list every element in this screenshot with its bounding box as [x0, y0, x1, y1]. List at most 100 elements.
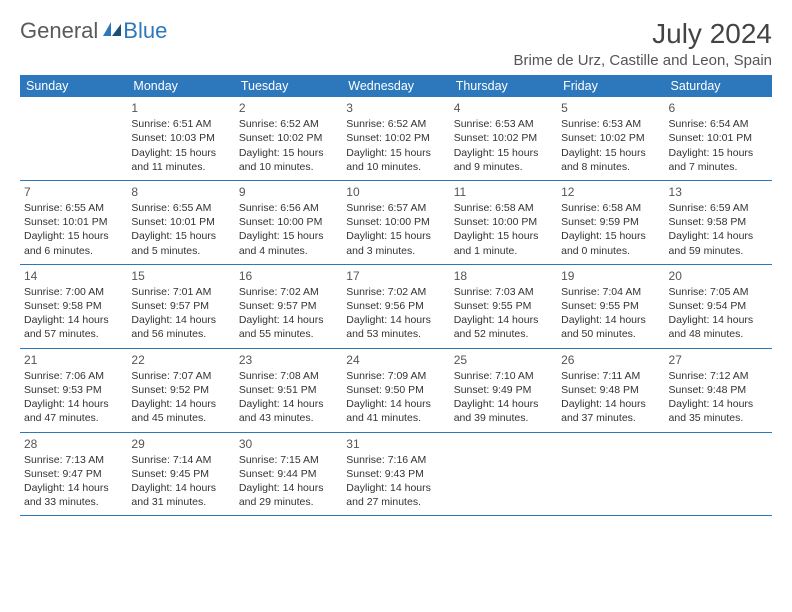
day-number: 27 [669, 352, 768, 368]
daylight-text: Daylight: 14 hours [454, 397, 553, 411]
sunset-text: Sunset: 9:54 PM [669, 299, 768, 313]
daylight-text: and 57 minutes. [24, 327, 123, 341]
calendar-day-cell: 30Sunrise: 7:15 AMSunset: 9:44 PMDayligh… [235, 432, 342, 516]
calendar-week-row: 14Sunrise: 7:00 AMSunset: 9:58 PMDayligh… [20, 264, 772, 348]
calendar-day-cell: 17Sunrise: 7:02 AMSunset: 9:56 PMDayligh… [342, 264, 449, 348]
day-number: 16 [239, 268, 338, 284]
day-number: 9 [239, 184, 338, 200]
sunrise-text: Sunrise: 6:51 AM [131, 117, 230, 131]
sunset-text: Sunset: 10:01 PM [24, 215, 123, 229]
sunrise-text: Sunrise: 6:52 AM [346, 117, 445, 131]
calendar-day-cell: 29Sunrise: 7:14 AMSunset: 9:45 PMDayligh… [127, 432, 234, 516]
calendar-week-row: 1Sunrise: 6:51 AMSunset: 10:03 PMDayligh… [20, 97, 772, 180]
calendar-day-cell: 19Sunrise: 7:04 AMSunset: 9:55 PMDayligh… [557, 264, 664, 348]
sunset-text: Sunset: 10:02 PM [239, 131, 338, 145]
day-header: Saturday [665, 75, 772, 97]
calendar-day-cell: 4Sunrise: 6:53 AMSunset: 10:02 PMDayligh… [450, 97, 557, 180]
daylight-text: and 43 minutes. [239, 411, 338, 425]
sunset-text: Sunset: 9:48 PM [669, 383, 768, 397]
day-number: 26 [561, 352, 660, 368]
day-header: Sunday [20, 75, 127, 97]
daylight-text: and 47 minutes. [24, 411, 123, 425]
sunrise-text: Sunrise: 6:56 AM [239, 201, 338, 215]
daylight-text: Daylight: 14 hours [669, 397, 768, 411]
day-number: 22 [131, 352, 230, 368]
daylight-text: and 53 minutes. [346, 327, 445, 341]
sunrise-text: Sunrise: 6:52 AM [239, 117, 338, 131]
daylight-text: Daylight: 14 hours [346, 481, 445, 495]
calendar-day-cell: 12Sunrise: 6:58 AMSunset: 9:59 PMDayligh… [557, 180, 664, 264]
daylight-text: and 7 minutes. [669, 160, 768, 174]
day-number: 11 [454, 184, 553, 200]
sunrise-text: Sunrise: 7:04 AM [561, 285, 660, 299]
daylight-text: Daylight: 14 hours [131, 481, 230, 495]
calendar-day-cell [665, 432, 772, 516]
calendar-day-cell: 9Sunrise: 6:56 AMSunset: 10:00 PMDayligh… [235, 180, 342, 264]
daylight-text: Daylight: 14 hours [131, 397, 230, 411]
daylight-text: Daylight: 15 hours [561, 229, 660, 243]
daylight-text: and 4 minutes. [239, 244, 338, 258]
calendar-day-cell: 28Sunrise: 7:13 AMSunset: 9:47 PMDayligh… [20, 432, 127, 516]
day-number: 8 [131, 184, 230, 200]
day-number: 12 [561, 184, 660, 200]
sunset-text: Sunset: 9:51 PM [239, 383, 338, 397]
brand-word-2: Blue [123, 18, 167, 44]
day-number: 10 [346, 184, 445, 200]
sunrise-text: Sunrise: 6:55 AM [24, 201, 123, 215]
daylight-text: Daylight: 14 hours [346, 397, 445, 411]
calendar-day-cell: 5Sunrise: 6:53 AMSunset: 10:02 PMDayligh… [557, 97, 664, 180]
sunrise-text: Sunrise: 7:08 AM [239, 369, 338, 383]
daylight-text: Daylight: 14 hours [239, 397, 338, 411]
sunset-text: Sunset: 10:01 PM [669, 131, 768, 145]
header: General Blue July 2024 Brime de Urz, Cas… [20, 18, 772, 69]
day-number: 5 [561, 100, 660, 116]
calendar-day-cell [557, 432, 664, 516]
sunrise-text: Sunrise: 7:11 AM [561, 369, 660, 383]
daylight-text: and 3 minutes. [346, 244, 445, 258]
calendar-day-cell: 3Sunrise: 6:52 AMSunset: 10:02 PMDayligh… [342, 97, 449, 180]
sunrise-text: Sunrise: 7:05 AM [669, 285, 768, 299]
sunrise-text: Sunrise: 7:02 AM [346, 285, 445, 299]
daylight-text: Daylight: 14 hours [24, 313, 123, 327]
daylight-text: and 55 minutes. [239, 327, 338, 341]
location-text: Brime de Urz, Castille and Leon, Spain [514, 52, 772, 69]
daylight-text: Daylight: 15 hours [346, 229, 445, 243]
daylight-text: and 37 minutes. [561, 411, 660, 425]
sunset-text: Sunset: 9:57 PM [131, 299, 230, 313]
day-number: 24 [346, 352, 445, 368]
sunrise-text: Sunrise: 7:02 AM [239, 285, 338, 299]
sunset-text: Sunset: 9:57 PM [239, 299, 338, 313]
day-number: 29 [131, 436, 230, 452]
sunrise-text: Sunrise: 7:01 AM [131, 285, 230, 299]
day-number: 3 [346, 100, 445, 116]
daylight-text: Daylight: 15 hours [454, 229, 553, 243]
daylight-text: and 0 minutes. [561, 244, 660, 258]
daylight-text: and 8 minutes. [561, 160, 660, 174]
day-number: 14 [24, 268, 123, 284]
sunset-text: Sunset: 9:45 PM [131, 467, 230, 481]
daylight-text: Daylight: 14 hours [561, 397, 660, 411]
day-number: 17 [346, 268, 445, 284]
daylight-text: Daylight: 14 hours [669, 229, 768, 243]
day-number: 6 [669, 100, 768, 116]
daylight-text: and 29 minutes. [239, 495, 338, 509]
sunset-text: Sunset: 9:43 PM [346, 467, 445, 481]
calendar-day-cell: 13Sunrise: 6:59 AMSunset: 9:58 PMDayligh… [665, 180, 772, 264]
day-header: Wednesday [342, 75, 449, 97]
sunset-text: Sunset: 9:55 PM [454, 299, 553, 313]
day-number: 25 [454, 352, 553, 368]
daylight-text: Daylight: 15 hours [346, 146, 445, 160]
day-number: 15 [131, 268, 230, 284]
daylight-text: Daylight: 14 hours [239, 313, 338, 327]
daylight-text: and 48 minutes. [669, 327, 768, 341]
calendar-day-cell [20, 97, 127, 180]
sunrise-text: Sunrise: 7:10 AM [454, 369, 553, 383]
daylight-text: Daylight: 14 hours [561, 313, 660, 327]
daylight-text: and 45 minutes. [131, 411, 230, 425]
calendar-day-cell: 26Sunrise: 7:11 AMSunset: 9:48 PMDayligh… [557, 348, 664, 432]
daylight-text: Daylight: 15 hours [239, 229, 338, 243]
sunrise-text: Sunrise: 7:03 AM [454, 285, 553, 299]
calendar-day-cell: 16Sunrise: 7:02 AMSunset: 9:57 PMDayligh… [235, 264, 342, 348]
daylight-text: and 6 minutes. [24, 244, 123, 258]
daylight-text: Daylight: 14 hours [239, 481, 338, 495]
